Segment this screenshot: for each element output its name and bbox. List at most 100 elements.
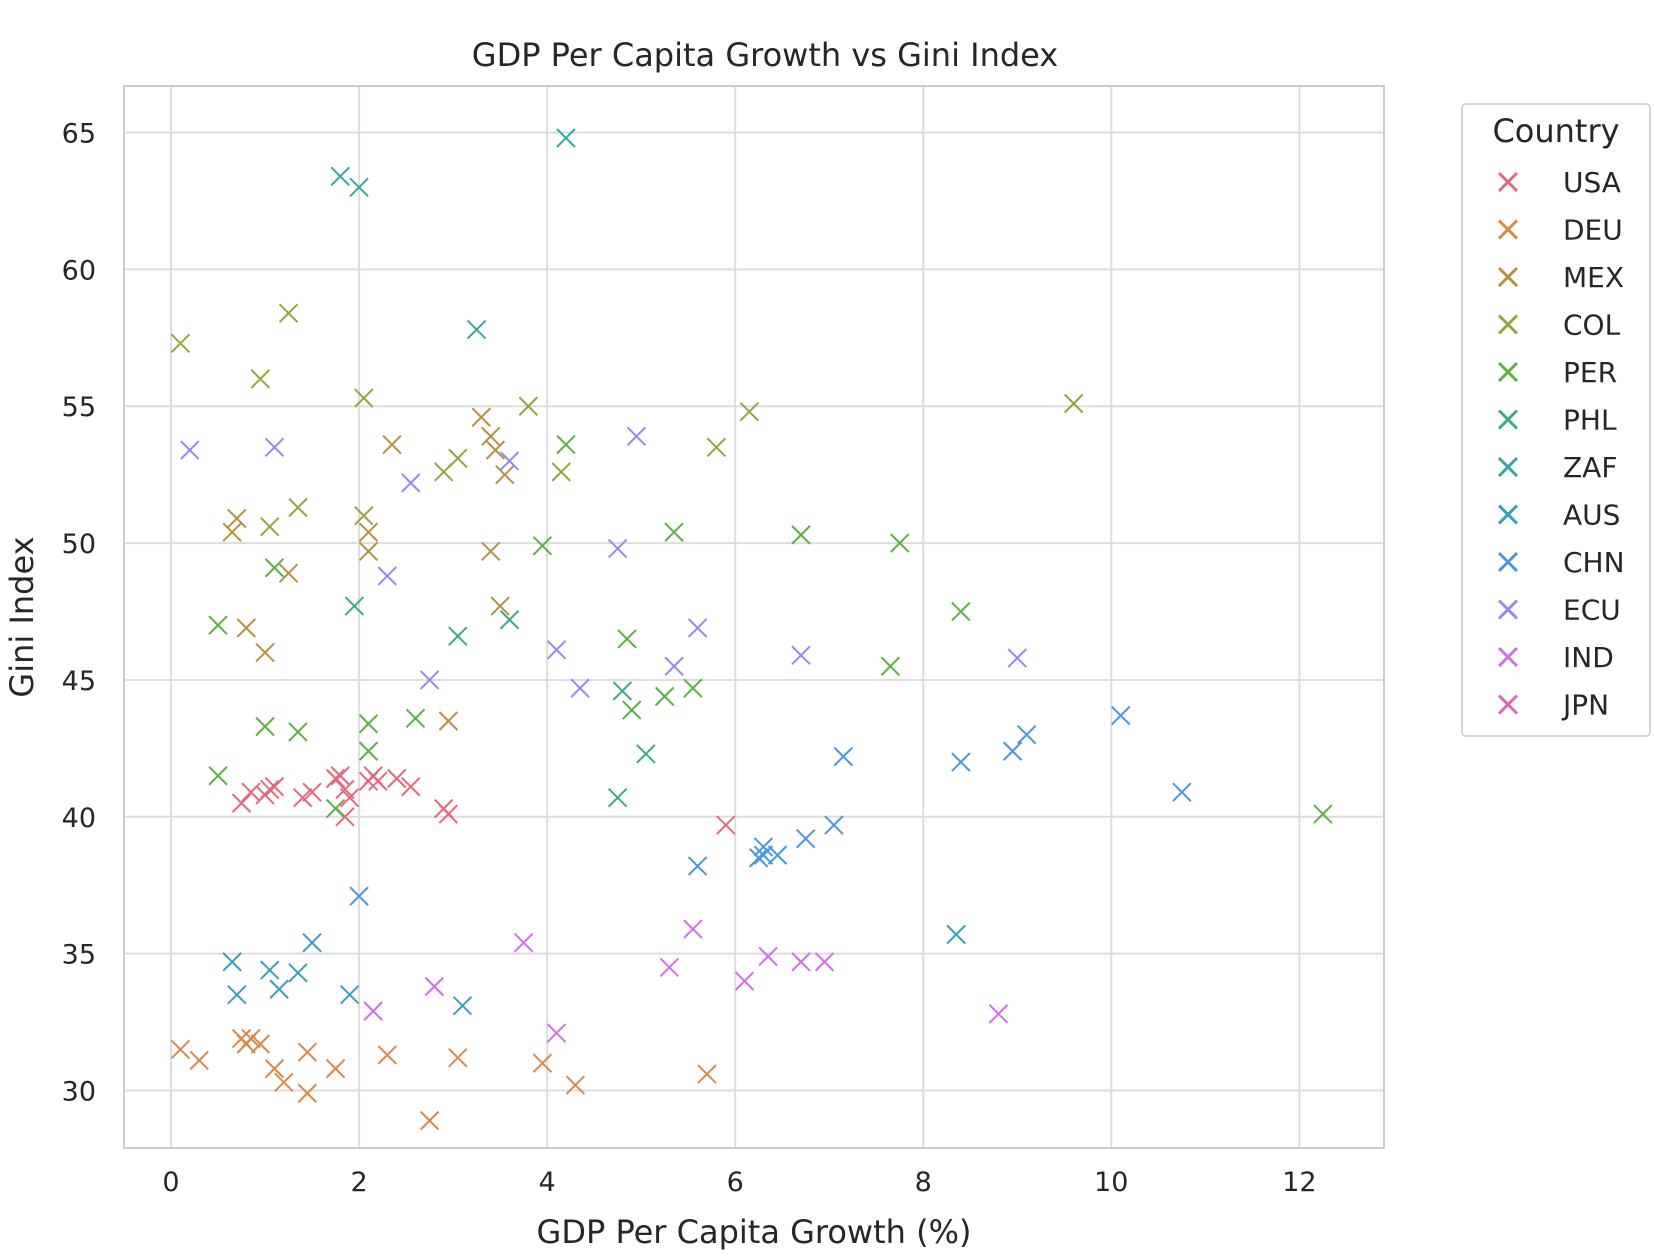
legend-label: COL (1563, 309, 1621, 342)
data-point-mex (236, 618, 256, 638)
data-point-col (260, 516, 280, 537)
legend-item-ecu: ECU (1497, 594, 1621, 627)
data-point-mex (481, 426, 501, 447)
data-point-deu (297, 1042, 318, 1062)
data-point-ind (546, 1023, 567, 1043)
data-point-deu (377, 1045, 397, 1065)
legend-label: PHL (1563, 404, 1617, 437)
data-point-aus (227, 985, 247, 1005)
data-point-zaf (556, 128, 576, 148)
data-point-ecu (664, 656, 684, 676)
data-point-deu (189, 1050, 209, 1071)
legend: Country USA DEU MEX COL PER PHL ZAF AUS CHN ECU IN… (1461, 103, 1651, 737)
legend-item-chn: CHN (1497, 546, 1625, 579)
data-point-per (358, 741, 379, 761)
data-point-col (706, 437, 727, 458)
data-point-per (880, 656, 901, 676)
data-point-aus (452, 995, 473, 1016)
data-point-per (358, 714, 379, 734)
data-point-chn (1016, 724, 1037, 745)
data-point-mex (485, 440, 506, 460)
data-point-usa (386, 768, 407, 789)
y-tick-label: 50 (62, 529, 96, 560)
x-axis-ticks: 0 2 4 6 8 10 12 (162, 1167, 1316, 1198)
data-point-usa (339, 787, 360, 808)
data-point-phl (344, 596, 365, 616)
x-tick-label: 0 (162, 1167, 179, 1198)
data-point-ecu (1007, 648, 1027, 668)
legend-item-usa: USA (1497, 166, 1621, 199)
data-point-ind (513, 933, 534, 953)
data-point-ecu (626, 426, 647, 447)
data-point-per (951, 601, 971, 622)
data-point-mex (358, 522, 379, 542)
legend-label: PER (1563, 356, 1617, 389)
legend-marker (1497, 646, 1519, 668)
data-point-ind (659, 957, 680, 978)
y-tick-label: 35 (62, 940, 96, 971)
data-point-aus (260, 960, 280, 980)
legend-box (1461, 103, 1651, 737)
y-axis-label: Gini Index (3, 536, 41, 697)
data-point-aus (288, 963, 308, 983)
data-point-mex (438, 711, 459, 731)
data-point-mex (382, 434, 402, 455)
data-point-mex (358, 541, 379, 562)
data-point-usa (368, 771, 388, 791)
legend-items: USA DEU MEX COL PER PHL ZAF AUS CHN ECU IND JPN (1497, 166, 1625, 722)
chart-title: GDP Per Capita Growth vs Gini Index (472, 36, 1058, 74)
data-point-usa (264, 776, 285, 797)
data-point-ecu (607, 538, 628, 559)
data-point-ecu (570, 678, 590, 698)
legend-item-per: PER (1497, 356, 1617, 389)
y-tick-label: 65 (62, 119, 96, 150)
data-point-chn (1172, 782, 1192, 802)
data-point-col (354, 506, 374, 526)
data-point-usa (231, 793, 252, 813)
data-point-col (518, 396, 539, 416)
data-point-deu (241, 1028, 261, 1049)
legend-marker (1497, 171, 1519, 193)
data-point-phl (607, 787, 628, 808)
data-point-ecu (264, 437, 285, 458)
data-point-zaf (349, 177, 369, 197)
data-point-col (170, 333, 191, 353)
legend-marker (1497, 694, 1519, 715)
data-point-zaf (330, 166, 350, 187)
data-point-deu (448, 1047, 468, 1068)
data-point-mex (481, 541, 501, 562)
legend-item-aus: AUS (1497, 499, 1620, 532)
legend-marker (1497, 456, 1519, 478)
legend-label: DEU (1563, 214, 1623, 247)
data-point-ind (683, 919, 703, 939)
x-tick-label: 6 (727, 1167, 744, 1198)
data-point-mex (222, 522, 242, 542)
legend-marker (1497, 551, 1519, 573)
data-point-ecu (499, 451, 520, 471)
data-point-usa (716, 815, 736, 835)
legend-item-mex: MEX (1497, 261, 1624, 294)
data-point-ecu (401, 473, 421, 493)
data-point-per (264, 558, 285, 578)
data-point-ecu (419, 670, 440, 690)
data-point-chn (796, 828, 816, 849)
data-point-phl (448, 626, 468, 646)
data-point-ecu (791, 645, 811, 666)
data-point-per (683, 678, 703, 698)
data-point-ind (791, 952, 811, 972)
data-point-per (791, 525, 811, 545)
x-tick-label: 2 (350, 1167, 367, 1198)
plot-area-frame (123, 85, 1385, 1149)
data-point-phl (612, 681, 633, 701)
data-point-aus (222, 952, 242, 972)
data-point-deu (419, 1110, 440, 1131)
y-axis-ticks: 30 35 40 45 50 55 60 65 (62, 119, 96, 1108)
data-point-ecu (687, 618, 708, 638)
data-point-deu (297, 1083, 318, 1103)
data-point-mex (490, 596, 510, 616)
x-tick-label: 8 (915, 1167, 932, 1198)
data-point-ind (363, 1001, 383, 1021)
legend-label: USA (1563, 166, 1621, 199)
y-tick-label: 45 (62, 666, 96, 697)
legend-marker (1497, 314, 1519, 335)
